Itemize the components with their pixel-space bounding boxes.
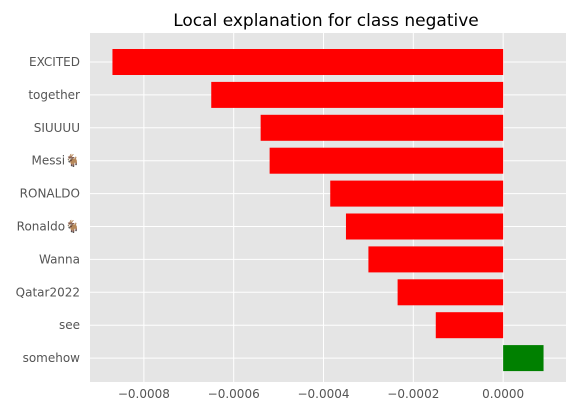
x-tick-label: −0.0006 bbox=[208, 387, 260, 401]
y-tick-label: somehow bbox=[23, 351, 81, 365]
bar bbox=[503, 345, 544, 372]
bar bbox=[368, 246, 504, 273]
y-tick-label: SIUUUU bbox=[34, 121, 80, 135]
x-tick-label: −0.0008 bbox=[118, 387, 170, 401]
bar bbox=[112, 49, 504, 75]
y-tick-labels: EXCITED together SIUUUU Messi🐐 RONALDO Ronald… bbox=[16, 55, 81, 365]
y-tick-label: Messi🐐 bbox=[31, 154, 80, 168]
y-tick-label: Qatar2022 bbox=[16, 285, 80, 299]
y-tick-label: see bbox=[59, 318, 80, 332]
y-tick-label: together bbox=[28, 88, 80, 102]
y-tick-label: Wanna bbox=[39, 252, 80, 266]
bar bbox=[345, 213, 504, 240]
y-tick-label: EXCITED bbox=[29, 55, 80, 69]
x-tick-label: −0.0004 bbox=[297, 387, 349, 401]
bar bbox=[435, 312, 504, 339]
bars bbox=[112, 49, 544, 372]
y-tick-label: Ronaldo🐐 bbox=[17, 220, 80, 234]
x-tick-labels: −0.0008 −0.0006 −0.0004 −0.0002 0.0000 bbox=[118, 387, 524, 401]
bar bbox=[269, 147, 504, 174]
chart-title: Local explanation for class negative bbox=[173, 11, 479, 31]
bar bbox=[211, 81, 504, 108]
x-tick-label: 0.0000 bbox=[482, 387, 524, 401]
x-tick-label: −0.0002 bbox=[387, 387, 439, 401]
y-tick-label: RONALDO bbox=[20, 187, 80, 201]
bar bbox=[330, 180, 504, 207]
bar bbox=[397, 279, 504, 306]
bar bbox=[260, 114, 504, 141]
